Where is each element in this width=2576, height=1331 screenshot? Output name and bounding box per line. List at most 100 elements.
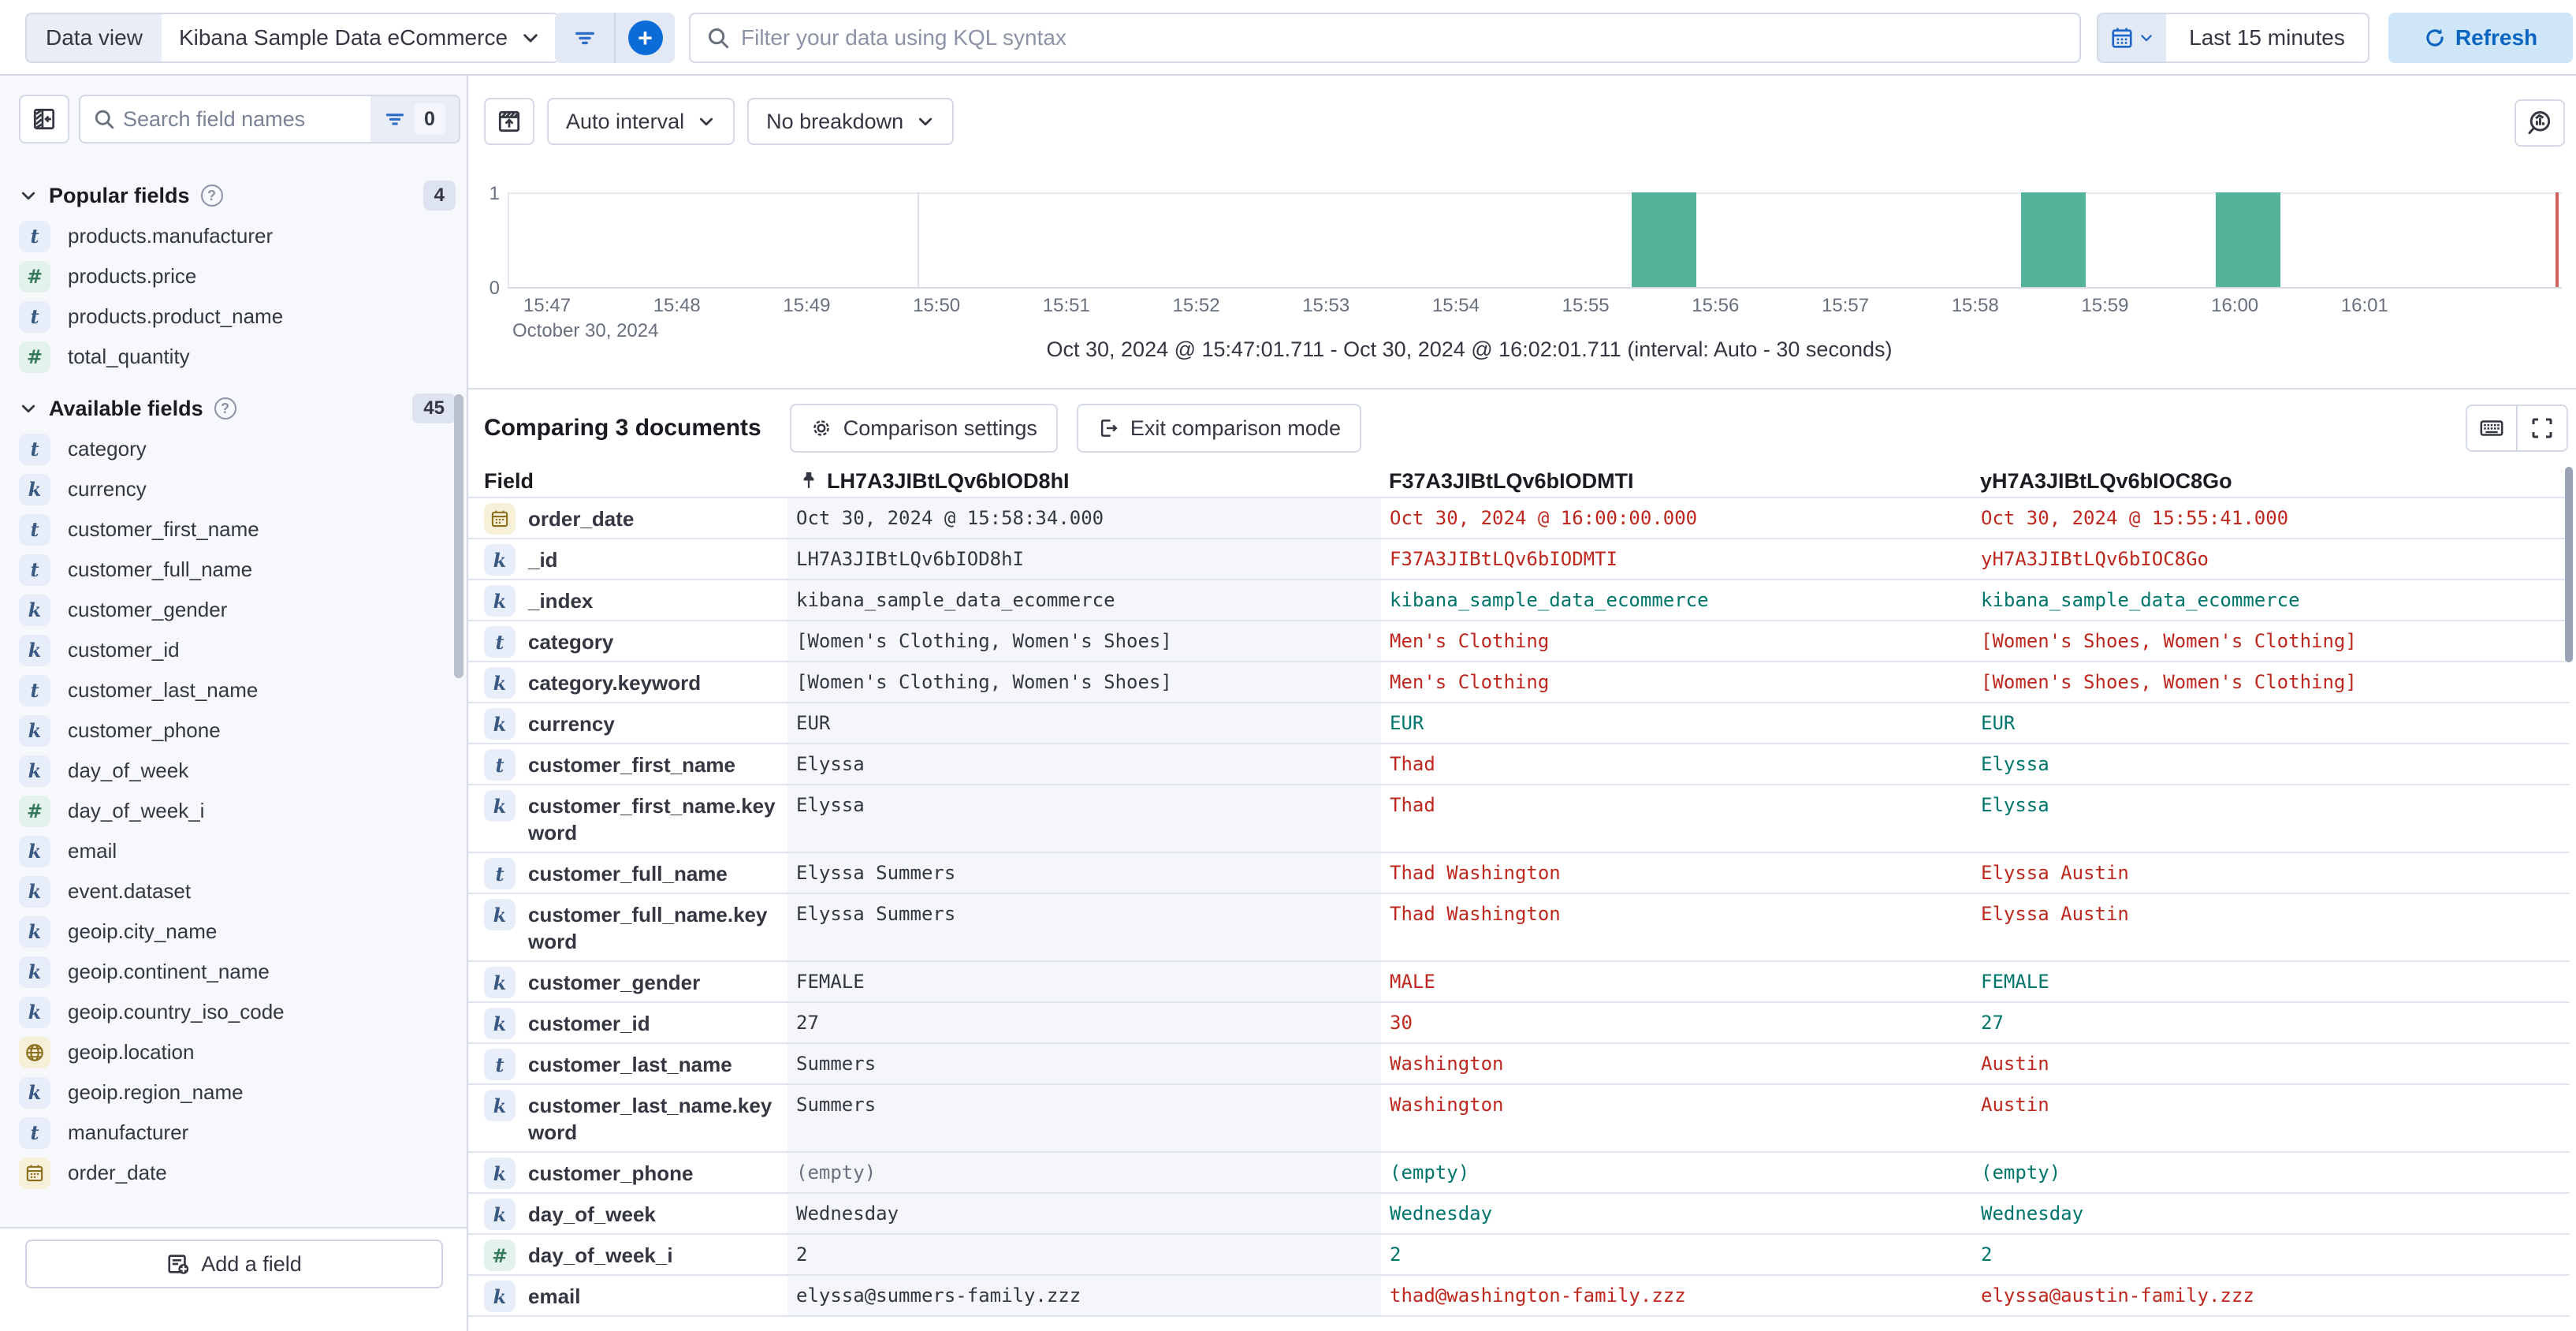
sidebar-item-category[interactable]: t category xyxy=(19,429,456,469)
value-text: kibana_sample_data_ecommerce xyxy=(1390,589,1709,611)
sidebar-item-geoip.location[interactable]: geoip.location xyxy=(19,1032,456,1072)
fullscreen-icon xyxy=(2532,418,2552,438)
value-text: Elyssa xyxy=(1981,753,2049,775)
histogram-bar[interactable] xyxy=(2216,192,2281,287)
sidebar-item-day_of_week[interactable]: k day_of_week xyxy=(19,751,456,791)
doc-column-header: F37A3JIBtLQv6bIODMTI xyxy=(1389,468,1634,493)
sidebar-item-customer_id[interactable]: k customer_id xyxy=(19,630,456,670)
histogram-bar[interactable] xyxy=(2021,192,2086,287)
sidebar-item-customer_phone[interactable]: k customer_phone xyxy=(19,710,456,751)
value-text: elyssa@summers-family.zzz xyxy=(796,1284,1081,1307)
sidebar-item-customer_gender[interactable]: k customer_gender xyxy=(19,590,456,630)
table-scrollbar[interactable] xyxy=(2565,467,2573,662)
collapse-sidebar-button[interactable] xyxy=(19,95,69,144)
data-view-picker[interactable]: Data view Kibana Sample Data eCommerce xyxy=(25,13,560,63)
base-value-cell: Wednesday xyxy=(787,1194,1381,1233)
sidebar-item-customer_last_name[interactable]: t customer_last_name xyxy=(19,670,456,710)
comparison-title: Comparing 3 documents xyxy=(484,415,761,441)
sidebar-item-currency[interactable]: k currency xyxy=(19,469,456,509)
kql-search-input[interactable] xyxy=(741,25,2064,50)
gridline xyxy=(509,192,2562,194)
base-value-cell: Elyssa xyxy=(787,744,1381,784)
sidebar-item-products.price[interactable]: # products.price xyxy=(19,256,456,296)
sidebar-item-geoip.country_iso_code[interactable]: k geoip.country_iso_code xyxy=(19,992,456,1032)
sidebar-item-manufacturer[interactable]: t manufacturer xyxy=(19,1113,456,1153)
histogram-bar[interactable] xyxy=(1631,192,1696,287)
doc-value-cell: kibana_sample_data_ecommerce xyxy=(1972,580,2570,620)
doc-value-cell: Thad Washington xyxy=(1381,894,1972,960)
number-field-icon: # xyxy=(19,260,50,293)
interval-dropdown[interactable]: Auto interval xyxy=(547,98,735,145)
field-name: customer_first_name xyxy=(528,753,735,777)
base-doc-id: LH7A3JIBtLQv6bIOD8hI xyxy=(827,468,1070,493)
sidebar-item-total_quantity[interactable]: # total_quantity xyxy=(19,337,456,377)
text-field-icon: t xyxy=(19,674,50,707)
section-header-available[interactable]: Available fields? 45 xyxy=(19,388,456,429)
field-name-label: geoip.city_name xyxy=(68,919,218,943)
fullscreen-button[interactable] xyxy=(2518,406,2567,450)
sidebar-item-products.product_name[interactable]: t products.product_name xyxy=(19,296,456,337)
comparison-settings-button[interactable]: Comparison settings xyxy=(789,404,1058,453)
calendar-icon xyxy=(491,510,508,528)
keyword-field-icon: k xyxy=(19,634,50,666)
sidebar-item-order_date[interactable]: order_date xyxy=(19,1153,456,1193)
sidebar-item-email[interactable]: k email xyxy=(19,831,456,871)
add-filter-button[interactable]: + xyxy=(616,13,675,63)
section-header-popular[interactable]: Popular fields? 4 xyxy=(19,175,456,216)
sidebar-item-geoip.city_name[interactable]: k geoip.city_name xyxy=(19,912,456,952)
value-text: Summers xyxy=(796,1094,877,1116)
table-row-customer_gender: k customer_gender FEMALE MALE FEMALE xyxy=(468,960,2570,1001)
sidebar-item-event.dataset[interactable]: k event.dataset xyxy=(19,871,456,912)
base-doc-column-header: LH7A3JIBtLQv6bIOD8hI xyxy=(787,469,1381,494)
sidebar-item-geoip.continent_name[interactable]: k geoip.continent_name xyxy=(19,952,456,992)
refresh-button[interactable]: Refresh xyxy=(2388,13,2573,63)
time-range-value[interactable]: Last 15 minutes xyxy=(2189,25,2345,50)
field-name: customer_first_name.keyword xyxy=(528,794,776,844)
time-picker-calendar-button[interactable] xyxy=(2098,14,2166,62)
sidebar-item-geoip.region_name[interactable]: k geoip.region_name xyxy=(19,1072,456,1113)
sidebar-item-products.manufacturer[interactable]: t products.manufacturer xyxy=(19,216,456,256)
table-row-category: t category [Women's Clothing, Women's Shoe… xyxy=(468,620,2570,661)
table-row-_id: k _id LH7A3JIBtLQv6bIOD8hI F37A3JIBtLQv6bIO… xyxy=(468,538,2570,579)
value-text: Wednesday xyxy=(796,1202,899,1225)
sidebar-item-customer_full_name[interactable]: t customer_full_name xyxy=(19,550,456,590)
add-a-field-button[interactable]: Add a field xyxy=(25,1240,443,1288)
sidebar-footer: Add a field xyxy=(0,1227,467,1331)
keyword-field-icon: k xyxy=(19,755,50,787)
question-circle-icon: ? xyxy=(214,397,236,419)
field-filter-button[interactable]: 0 xyxy=(370,96,459,142)
value-text: Wednesday xyxy=(1981,1202,2084,1225)
exit-comparison-button[interactable]: Exit comparison mode xyxy=(1076,404,1361,453)
filter-menu-button[interactable] xyxy=(555,13,614,63)
sidebar-item-day_of_week_i[interactable]: # day_of_week_i xyxy=(19,791,456,831)
chevron-down-icon xyxy=(919,117,932,126)
base-value-cell: Elyssa Summers xyxy=(787,894,1381,960)
field-name: customer_gender xyxy=(528,971,701,994)
field-search-input[interactable] xyxy=(123,106,370,132)
doc-value-cell: F37A3JIBtLQv6bIODMTI xyxy=(1381,539,1972,579)
breakdown-dropdown[interactable]: No breakdown xyxy=(747,98,955,145)
sidebar-item-customer_first_name[interactable]: t customer_first_name xyxy=(19,509,456,550)
field-cell: k customer_full_name.keyword xyxy=(468,894,787,955)
table-row-email: k email elyssa@summers-family.zzz thad@wash… xyxy=(468,1274,2570,1315)
comparison-table: Field LH7A3JIBtLQv6bIOD8hI F37A3JIBtLQv6… xyxy=(468,465,2570,1331)
refresh-icon xyxy=(2426,28,2444,47)
explore-in-lens-button[interactable] xyxy=(2515,99,2565,147)
value-text: Elyssa Austin xyxy=(1981,862,2129,884)
kql-search-bar[interactable] xyxy=(689,13,2081,63)
text-field-icon: t xyxy=(19,554,50,586)
x-axis-tick-label: 15:55 xyxy=(1562,295,1610,316)
sidebar-scrollbar[interactable] xyxy=(454,394,463,678)
base-value-cell: Elyssa xyxy=(787,785,1381,852)
field-search[interactable]: 0 xyxy=(79,95,460,144)
hide-chart-button[interactable] xyxy=(484,98,534,145)
main-content: Auto interval No breakdown 1 0 15:47 15:4… xyxy=(468,76,2576,1331)
doc-value-cell: Oct 30, 2024 @ 16:00:00.000 xyxy=(1381,498,1972,538)
keyword-field-icon: k xyxy=(19,473,50,505)
field-filter-count: 0 xyxy=(414,103,445,135)
field-cell: order_date xyxy=(468,498,787,535)
field-name-label: currency xyxy=(68,477,147,501)
keyboard-shortcuts-button[interactable] xyxy=(2467,406,2516,450)
field-name: order_date xyxy=(528,507,635,531)
value-text: Austin xyxy=(1981,1094,2049,1116)
